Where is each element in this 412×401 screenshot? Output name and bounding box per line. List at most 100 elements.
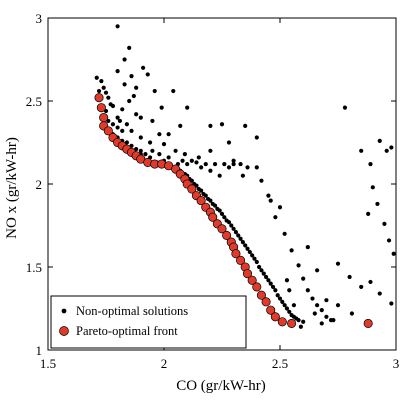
non-optimal-point	[101, 85, 106, 90]
pareto-point	[94, 93, 104, 103]
non-optimal-point	[115, 24, 120, 29]
non-optimal-point	[389, 145, 394, 150]
non-optimal-point	[273, 288, 278, 293]
non-optimal-point	[368, 161, 373, 167]
non-optimal-point	[189, 158, 194, 163]
non-optimal-point	[157, 132, 162, 137]
non-optimal-point	[254, 259, 259, 265]
non-optimal-point	[180, 158, 185, 163]
non-optimal-point	[349, 311, 355, 316]
non-optimal-point	[240, 240, 245, 245]
non-optimal-point	[386, 238, 392, 243]
non-optimal-point	[124, 122, 129, 127]
non-optimal-point	[150, 148, 155, 153]
non-optimal-point	[377, 291, 382, 296]
pareto-point	[363, 318, 373, 328]
non-optimal-point	[212, 161, 218, 167]
non-optimal-point	[145, 72, 150, 77]
non-optimal-point	[185, 161, 190, 167]
non-optimal-point	[275, 293, 280, 298]
non-optimal-point	[110, 122, 116, 127]
non-optimal-point	[152, 88, 157, 94]
pareto-point	[231, 249, 241, 259]
pareto-point	[252, 282, 262, 292]
pareto-point	[256, 290, 266, 300]
non-optimal-point	[122, 82, 127, 87]
non-optimal-point	[196, 155, 201, 160]
non-optimal-point	[312, 311, 317, 316]
non-optimal-point	[282, 303, 287, 308]
non-optimal-point	[199, 188, 204, 193]
x-axis-label: CO (gr/kW-hr)	[176, 378, 266, 394]
non-optimal-point	[222, 215, 227, 220]
non-optimal-point	[324, 298, 329, 303]
non-optimal-point	[391, 251, 396, 256]
non-optimal-point	[231, 158, 236, 163]
non-optimal-point	[347, 274, 352, 280]
non-optimal-point	[185, 105, 190, 110]
x-tick-label: 3	[393, 356, 400, 371]
non-optimal-point	[305, 244, 310, 250]
non-optimal-point	[150, 118, 155, 124]
non-optimal-point	[203, 161, 208, 167]
non-optimal-point	[127, 45, 132, 50]
non-optimal-point	[331, 318, 336, 323]
non-optimal-point	[270, 284, 276, 290]
non-optimal-point	[117, 118, 123, 124]
non-optimal-point	[266, 193, 271, 198]
non-optimal-point	[131, 93, 136, 99]
pareto-point	[103, 126, 113, 136]
non-optimal-point	[301, 319, 306, 324]
non-optimal-point	[277, 296, 283, 301]
legend-label-pareto: Pareto-optimal front	[76, 324, 178, 338]
y-tick-label: 2.5	[26, 94, 42, 109]
non-optimal-point	[252, 256, 257, 261]
non-optimal-point	[138, 135, 143, 140]
non-optimal-point	[115, 115, 120, 120]
non-optimal-point	[99, 78, 104, 84]
y-tick-label: 3	[36, 11, 43, 26]
non-optimal-point	[103, 90, 109, 95]
non-optimal-point	[247, 249, 252, 255]
non-optimal-point	[141, 65, 146, 70]
non-optimal-point	[106, 95, 111, 100]
non-optimal-point	[375, 201, 380, 207]
legend-label-non-optimal: Non-optimal solutions	[76, 304, 188, 318]
non-optimal-point	[315, 303, 320, 308]
legend-box	[50, 295, 247, 349]
non-optimal-point	[94, 75, 99, 80]
non-optimal-point	[296, 318, 301, 323]
pareto-point	[287, 318, 297, 328]
non-optimal-point	[217, 208, 222, 213]
non-optimal-point	[134, 112, 139, 117]
non-optimal-point	[287, 288, 292, 293]
pareto-point	[217, 224, 227, 234]
y-tick-label: 2	[36, 177, 43, 192]
non-optimal-point	[208, 168, 213, 173]
non-optimal-point	[301, 276, 306, 281]
non-optimal-point	[366, 211, 371, 216]
pareto-point	[236, 255, 246, 265]
non-optimal-point	[96, 88, 102, 94]
non-optimal-point	[127, 98, 132, 104]
legend: Non-optimal solutions Pareto-optimal fro…	[50, 295, 247, 349]
non-optimal-point	[166, 132, 171, 137]
non-optimal-point	[157, 152, 162, 157]
non-optimal-point	[203, 193, 208, 198]
non-optimal-point	[382, 221, 387, 226]
non-optimal-point	[233, 230, 239, 235]
non-optimal-point	[291, 303, 297, 308]
x-tick-label: 2.5	[272, 356, 288, 371]
non-optimal-point	[129, 74, 134, 79]
non-optimal-point	[138, 115, 143, 120]
non-optimal-point	[159, 105, 164, 110]
pareto-point	[242, 269, 253, 279]
non-optimal-point	[226, 220, 232, 225]
non-optimal-point	[291, 314, 297, 319]
non-optimal-point	[259, 268, 264, 273]
non-optimal-point	[305, 288, 310, 293]
non-optimal-point	[134, 85, 139, 90]
pareto-point	[277, 317, 287, 327]
non-optimal-point	[389, 301, 394, 306]
